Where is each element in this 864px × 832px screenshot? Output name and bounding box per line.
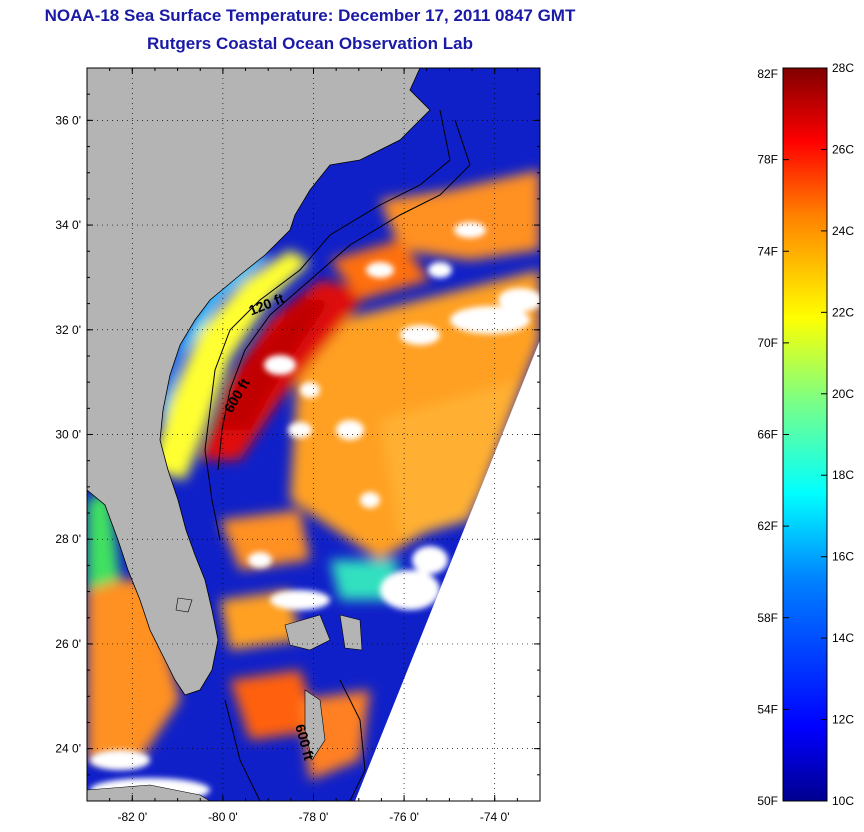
colorbar-scale (782, 67, 828, 802)
colorbar-label-f: 66F (757, 428, 778, 442)
colorbar-label-f: 74F (757, 244, 778, 258)
lat-tick-label: 32 0' (55, 323, 81, 337)
lat-tick-label: 34 0' (55, 218, 81, 232)
depth-contours (204, 109, 471, 801)
colorbar-ticks: 82F 78F 74F 70F 66F 62F 58F 54F 50F 28C 26C 24C 22C 2… (757, 61, 854, 808)
map-title: NOAA-18 Sea Surface Temperature: Decembe… (44, 6, 576, 25)
lat-tick-label: 26 0' (55, 637, 81, 651)
map-grid (87, 68, 540, 801)
lat-tick-label: 36 0' (55, 113, 81, 127)
colorbar-label-f: 54F (757, 702, 778, 716)
axis-ticks: 36 0' 34 0' 32 0' 30 0' 28 0' 26 0' 24 0' -82 0… (55, 68, 540, 824)
lat-tick-label: 28 0' (55, 532, 81, 546)
colorbar-label-c: 18C (832, 468, 854, 482)
colorbar-label-c: 16C (832, 550, 854, 564)
colorbar-label-c: 26C (832, 142, 854, 156)
colorbar-label-f: 82F (757, 67, 778, 81)
colorbar-label-c: 20C (832, 387, 854, 401)
lat-tick-label: 30 0' (55, 428, 81, 442)
land-islands (87, 597, 363, 801)
colorbar-label-c: 14C (832, 631, 854, 645)
lat-tick-label: 24 0' (55, 742, 81, 756)
colorbar-label-c: 28C (832, 61, 854, 75)
colorbar-label-f: 58F (757, 611, 778, 625)
colorbar-label-c: 12C (832, 713, 854, 727)
colorbar-label-f: 62F (757, 519, 778, 533)
colorbar-label-c: 22C (832, 305, 854, 319)
colorbar-label-f: 70F (757, 336, 778, 350)
lon-tick-label: -78 0' (299, 810, 329, 824)
colorbar-label-c: 24C (832, 224, 854, 238)
lon-tick-label: -74 0' (480, 810, 510, 824)
lon-tick-label: -80 0' (208, 810, 238, 824)
lon-tick-label: -76 0' (389, 810, 419, 824)
colorbar-label-f: 78F (757, 153, 778, 167)
lon-tick-label: -82 0' (117, 810, 147, 824)
colorbar-label-c: 10C (832, 794, 854, 808)
map-subtitle: Rutgers Coastal Ocean Observation Lab (147, 34, 473, 53)
colorbar-label-f: 50F (757, 794, 778, 808)
sst-swath (87, 68, 540, 801)
